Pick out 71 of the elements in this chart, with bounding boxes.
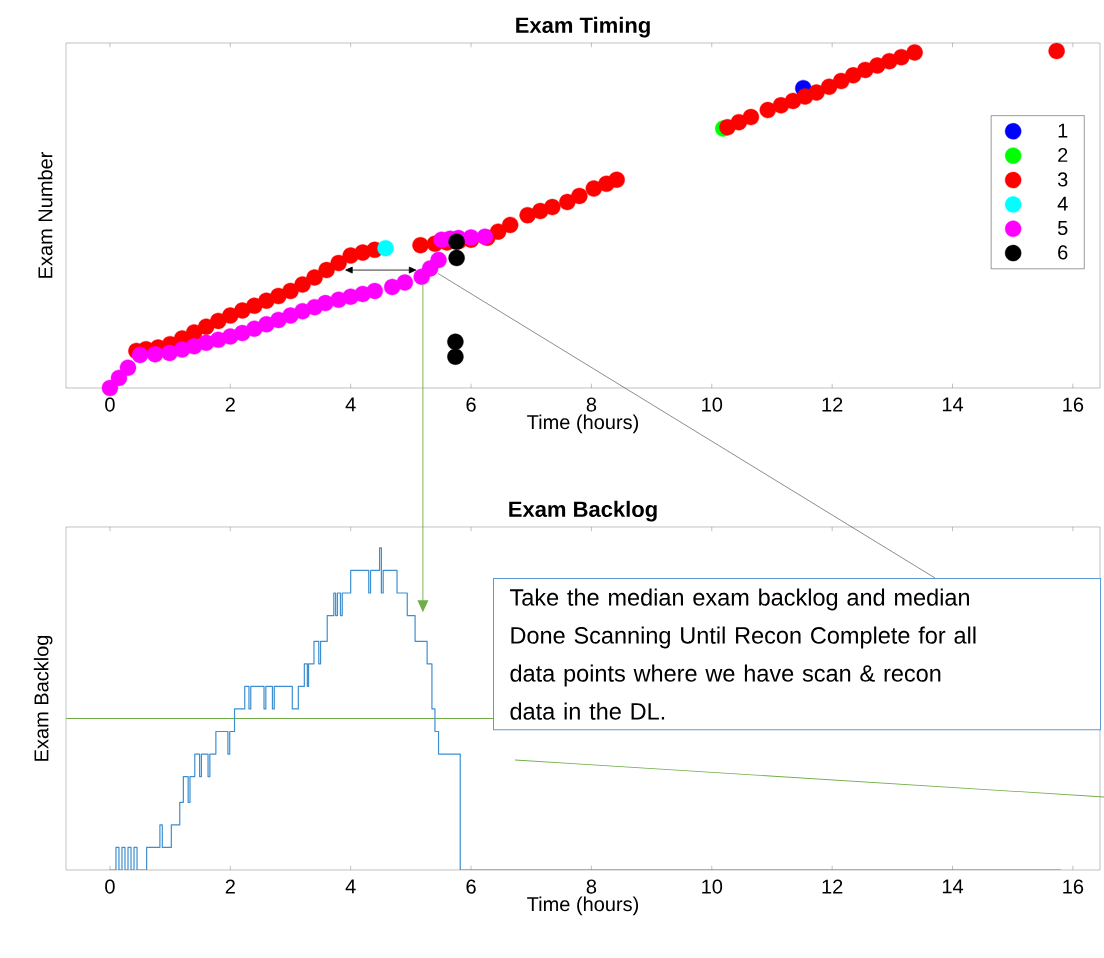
x-tick-label: 10 [702,397,723,412]
point [234,302,251,319]
point [544,198,561,216]
x-tick-label: 14 [942,397,964,412]
x-tick-label: 14 [942,879,964,894]
x-tick-label: 16 [1063,397,1084,412]
x-tick-label: 4 [345,397,356,412]
point [210,312,227,330]
point [832,72,850,90]
x-tick-label: 0 [105,397,115,412]
point [146,346,164,363]
point [447,333,464,351]
point [759,101,776,119]
point [330,254,347,272]
legend-label: 1 [1058,123,1068,138]
x-tick-label: 6 [466,879,476,894]
point [318,261,335,279]
point [377,239,394,257]
legend-label: 4 [1057,196,1068,211]
x-tick-label: 8 [586,879,597,894]
point [294,276,311,293]
chart-title: Exam Timing [516,16,650,38]
point [270,287,287,305]
point [559,193,576,211]
point [571,187,588,205]
point [198,318,215,335]
point [412,236,429,254]
legend-label: 3 [1057,172,1068,187]
x-tick-label: 4 [345,879,356,894]
point [448,249,465,267]
point [306,269,323,286]
point [119,359,137,376]
x-tick-label: 2 [225,397,235,412]
point [384,278,401,296]
legend-label: 5 [1057,221,1068,236]
chart-title: Exam Backlog [509,500,657,522]
y-axis-title: Exam Number [37,151,53,278]
point [258,292,275,309]
point [893,48,910,66]
point [246,297,263,314]
y-axis-title: Exam Backlog [33,635,53,761]
point [101,379,119,397]
x-tick-label: 0 [105,879,115,894]
point [447,348,464,365]
x-axis-title: Time (hours) [527,414,639,434]
point [317,294,334,312]
x-axis-title: Time (hours) [527,896,639,916]
point [585,180,603,197]
x-tick-label: 12 [822,397,843,412]
point [430,251,447,269]
point [222,307,239,324]
legend-label: 6 [1058,245,1068,260]
x-tick-label: 16 [1063,879,1084,894]
point [501,216,519,234]
point [742,108,760,126]
x-tick-label: 6 [466,397,476,412]
point [608,171,625,188]
point [110,369,128,387]
legend-label: 2 [1058,147,1068,162]
point [906,44,923,61]
point [131,346,149,364]
x-tick-label: 12 [822,879,843,894]
point [820,78,838,95]
x-tick-label: 10 [702,879,723,894]
point [366,282,383,300]
annotation: Take the median exam backlog and median Done Scanning Until Recon Complete for all data points where we have scan & recon data in the DL. [510,588,976,720]
x-tick-label: 8 [586,397,597,412]
point [396,274,414,291]
point [1048,42,1065,60]
point [808,84,825,101]
x-tick-label: 2 [225,879,235,894]
